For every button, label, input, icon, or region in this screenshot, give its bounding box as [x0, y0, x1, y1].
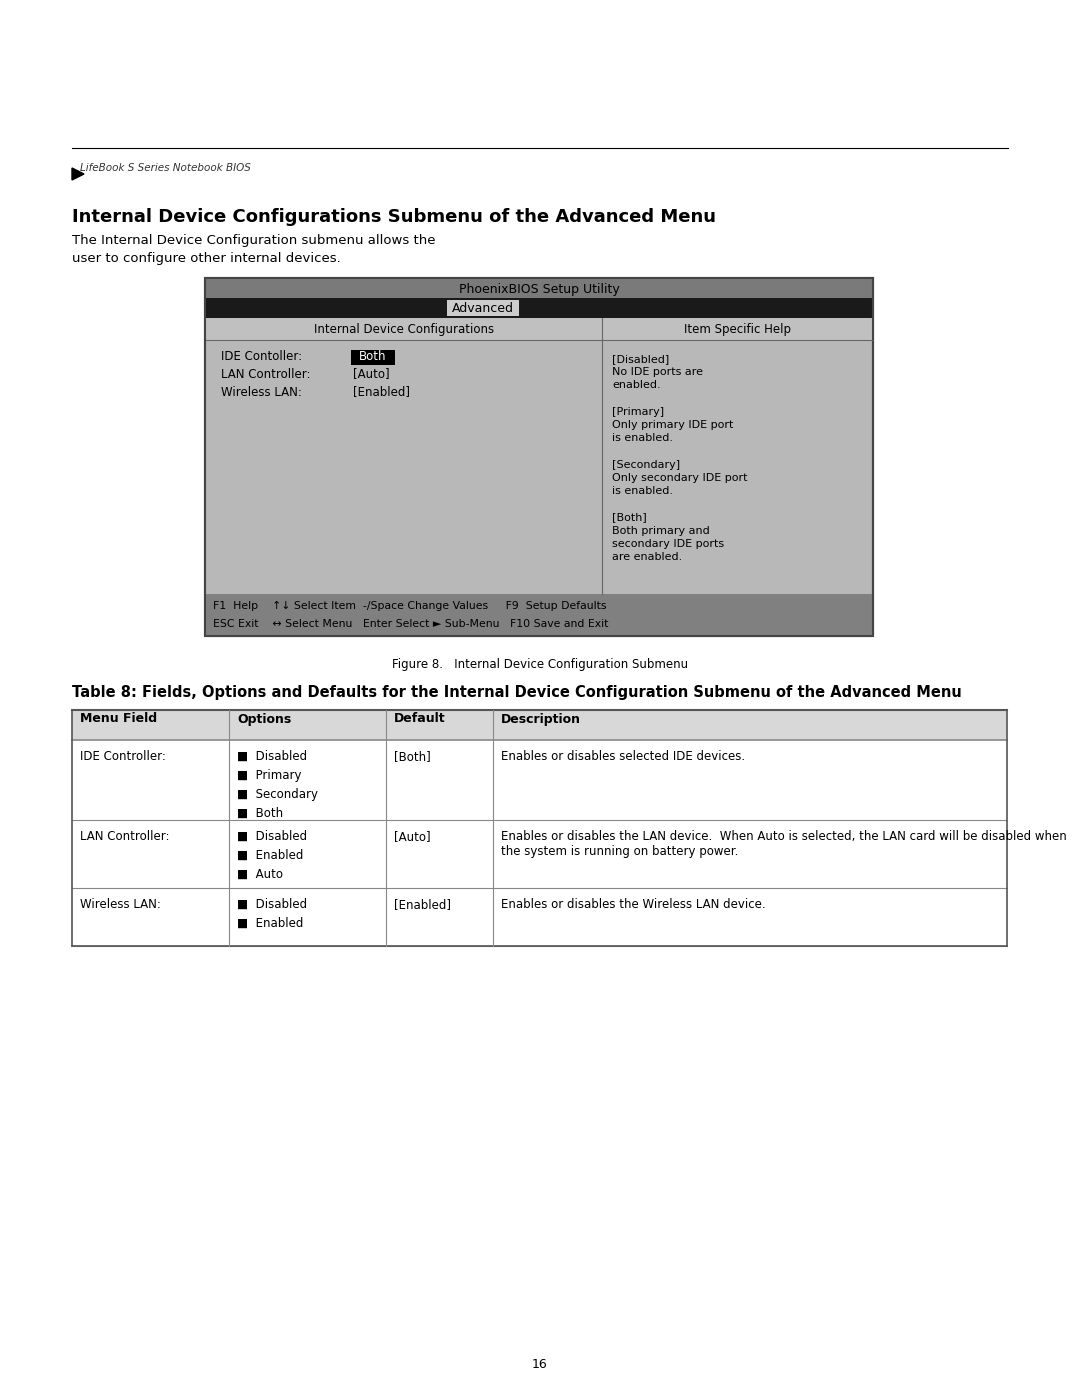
- Bar: [205, 278, 873, 636]
- Text: ■  Disabled
■  Primary
■  Secondary
■  Both: ■ Disabled ■ Primary ■ Secondary ■ Both: [238, 750, 319, 820]
- Text: Menu Field: Menu Field: [80, 712, 157, 725]
- Bar: [205, 278, 873, 298]
- Bar: [72, 820, 1007, 888]
- Text: Internal Device Configurations Submenu of the Advanced Menu: Internal Device Configurations Submenu o…: [72, 208, 716, 226]
- Text: ■  Disabled
■  Enabled
■  Auto: ■ Disabled ■ Enabled ■ Auto: [238, 830, 307, 882]
- Text: Enables or disables the LAN device.  When Auto is selected, the LAN card will be: Enables or disables the LAN device. When…: [501, 830, 1067, 858]
- Text: ■  Disabled
■  Enabled: ■ Disabled ■ Enabled: [238, 898, 307, 930]
- Text: [Auto]: [Auto]: [353, 367, 390, 380]
- Bar: [447, 300, 519, 316]
- Text: Enables or disables selected IDE devices.: Enables or disables selected IDE devices…: [501, 750, 745, 763]
- Text: IDE Contoller:: IDE Contoller:: [221, 349, 302, 362]
- Bar: [205, 594, 873, 636]
- Text: Wireless LAN:: Wireless LAN:: [80, 898, 161, 911]
- Text: LifeBook S Series Notebook BIOS: LifeBook S Series Notebook BIOS: [80, 163, 251, 173]
- Text: IDE Controller:: IDE Controller:: [80, 750, 166, 763]
- Text: user to configure other internal devices.: user to configure other internal devices…: [72, 251, 341, 265]
- Bar: [72, 740, 1007, 820]
- Text: 16: 16: [532, 1358, 548, 1370]
- Bar: [206, 319, 872, 339]
- Text: Options: Options: [238, 712, 292, 725]
- Text: [Enabled]: [Enabled]: [353, 386, 410, 398]
- Bar: [72, 710, 1007, 740]
- Text: Default: Default: [394, 712, 446, 725]
- Text: Wireless LAN:: Wireless LAN:: [221, 386, 302, 398]
- Bar: [351, 351, 395, 365]
- Bar: [72, 888, 1007, 946]
- Text: Figure 8.   Internal Device Configuration Submenu: Figure 8. Internal Device Configuration …: [392, 658, 688, 671]
- Text: Internal Device Configurations: Internal Device Configurations: [313, 324, 494, 337]
- Text: The Internal Device Configuration submenu allows the: The Internal Device Configuration submen…: [72, 235, 435, 247]
- Text: Item Specific Help: Item Specific Help: [685, 324, 792, 337]
- Text: [Both]: [Both]: [394, 750, 431, 763]
- Text: [Enabled]: [Enabled]: [394, 898, 451, 911]
- Text: LAN Controller:: LAN Controller:: [80, 830, 170, 842]
- Text: [Auto]: [Auto]: [394, 830, 431, 842]
- Text: PhoenixBIOS Setup Utility: PhoenixBIOS Setup Utility: [459, 282, 619, 296]
- Text: Both: Both: [360, 349, 387, 362]
- Text: [Disabled]
No IDE ports are
enabled.

[Primary]
Only primary IDE port
is enabled: [Disabled] No IDE ports are enabled. [Pr…: [612, 353, 748, 562]
- Polygon shape: [72, 168, 84, 180]
- Text: ESC Exit    ↔ Select Menu   Enter Select ► Sub-Menu   F10 Save and Exit: ESC Exit ↔ Select Menu Enter Select ► Su…: [213, 619, 608, 629]
- Text: Description: Description: [501, 712, 581, 725]
- Text: LAN Controller:: LAN Controller:: [221, 367, 311, 380]
- Bar: [205, 278, 873, 636]
- Text: F1  Help    ↑↓ Select Item  -/Space Change Values     F9  Setup Defaults: F1 Help ↑↓ Select Item -/Space Change Va…: [213, 601, 607, 610]
- Text: Enables or disables the Wireless LAN device.: Enables or disables the Wireless LAN dev…: [501, 898, 766, 911]
- Text: Advanced: Advanced: [453, 303, 514, 316]
- Bar: [205, 298, 873, 319]
- Text: Table 8: Fields, Options and Defaults for the Internal Device Configuration Subm: Table 8: Fields, Options and Defaults fo…: [72, 685, 962, 700]
